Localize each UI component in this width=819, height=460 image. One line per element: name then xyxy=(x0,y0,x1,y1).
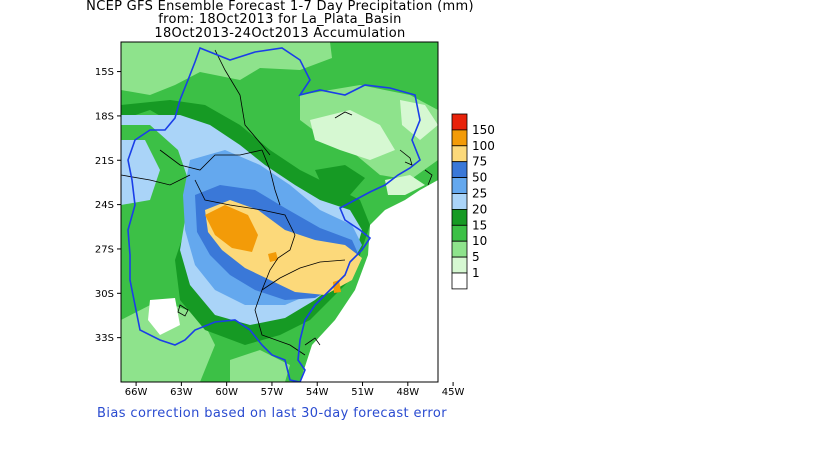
legend-swatch xyxy=(451,193,468,210)
lon-tick-label: 63W xyxy=(170,387,193,398)
legend-label: 150 xyxy=(472,123,495,137)
lon-tick-label: 48W xyxy=(396,387,419,398)
legend-label: 100 xyxy=(472,139,495,153)
lat-tick-label: 33S xyxy=(95,333,114,344)
legend-swatch xyxy=(451,129,468,147)
lat-tick-label: 15S xyxy=(95,67,114,78)
legend-swatch xyxy=(451,208,468,226)
plot-frame xyxy=(120,41,439,383)
lat-tick-label: 21S xyxy=(95,156,114,167)
legend-swatch xyxy=(451,224,468,242)
legend-swatch xyxy=(451,272,468,290)
precip-5-south xyxy=(230,350,290,382)
legend-label: 1 xyxy=(472,266,480,280)
legend-label: 20 xyxy=(472,202,487,216)
precip-100-area xyxy=(205,205,258,252)
longitude-axis: 66W 63W 60W 57W 54W 51W 48W 45W xyxy=(125,382,465,398)
lon-tick-label: 45W xyxy=(442,387,465,398)
precip-20-west xyxy=(121,140,160,205)
basin-outline xyxy=(127,46,421,382)
bias-correction-note: Bias correction based on last 30-day for… xyxy=(97,406,447,421)
legend-swatch xyxy=(451,145,468,163)
country-borders xyxy=(121,49,433,356)
legend-label: 50 xyxy=(472,171,487,185)
precip-100-spot-east xyxy=(333,280,341,293)
precip-100-spot xyxy=(268,252,278,262)
legend-label: 75 xyxy=(472,155,487,169)
precip-none-southwest xyxy=(148,298,180,335)
ocean-area xyxy=(300,180,438,382)
legend-swatch xyxy=(451,240,468,258)
legend-swatch xyxy=(451,113,468,131)
legend-label: 15 xyxy=(472,218,487,232)
latitude-axis: 15S 18S 21S 24S 27S 30S 33S xyxy=(95,67,121,344)
legend-swatch xyxy=(451,177,468,194)
lat-tick-label: 24S xyxy=(95,200,114,211)
lon-tick-label: 60W xyxy=(215,387,238,398)
lat-tick-label: 30S xyxy=(95,289,114,300)
map-plot-area xyxy=(121,42,438,382)
title-line-2: from: 18Oct2013 for La_Plata_Basin xyxy=(158,12,402,27)
lon-tick-label: 57W xyxy=(261,387,284,398)
precip-5-north xyxy=(121,42,332,95)
precip-1-coast xyxy=(385,175,425,195)
legend-label: 25 xyxy=(472,187,487,201)
lat-tick-label: 18S xyxy=(95,111,114,122)
lat-tick-label: 27S xyxy=(95,244,114,255)
legend-swatch xyxy=(451,161,468,178)
legend-label: 10 xyxy=(472,234,487,248)
title-line-3: 18Oct2013-24Oct2013 Accumulation xyxy=(154,26,406,41)
precip-1-east xyxy=(310,110,395,160)
lon-tick-label: 51W xyxy=(351,387,374,398)
title-line-1: NCEP GFS Ensemble Forecast 1-7 Day Preci… xyxy=(86,0,474,14)
lon-tick-label: 54W xyxy=(306,387,329,398)
precip-1-northeast xyxy=(400,100,438,140)
precip-15-patch xyxy=(315,165,365,195)
legend-swatch xyxy=(451,256,468,274)
precip-5-southwest xyxy=(121,300,215,382)
legend-label: 5 xyxy=(472,250,480,264)
lon-tick-label: 66W xyxy=(125,387,148,398)
